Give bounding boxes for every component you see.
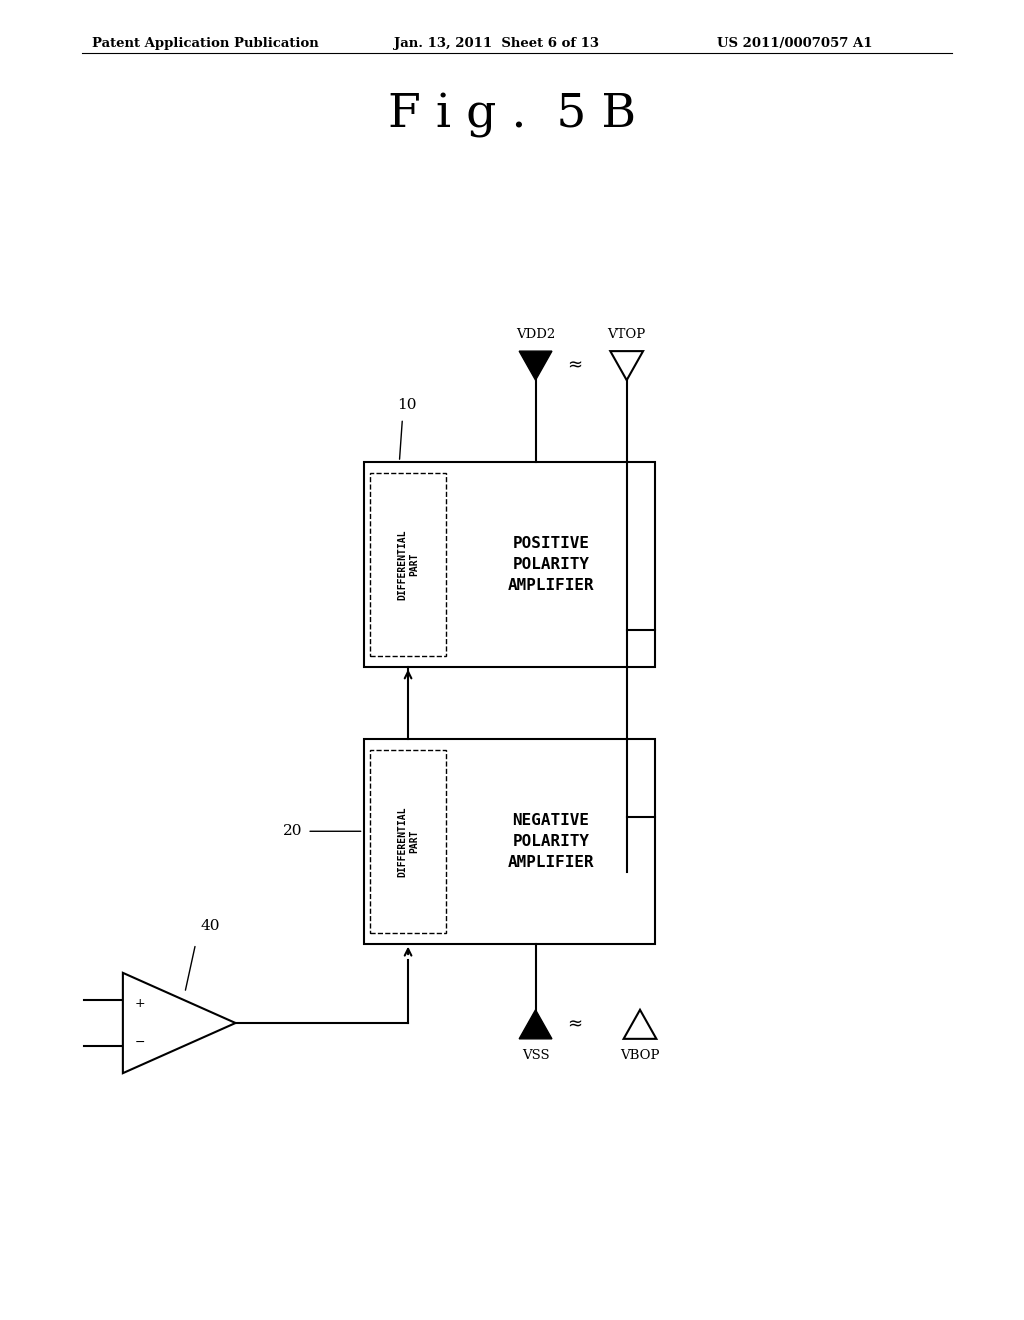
Text: −: − <box>134 1036 145 1048</box>
Text: VSS: VSS <box>522 1049 549 1063</box>
Text: POSITIVE
POLARITY
AMPLIFIER: POSITIVE POLARITY AMPLIFIER <box>508 536 594 593</box>
Text: DIFFERENTIAL
PART: DIFFERENTIAL PART <box>397 807 419 876</box>
Text: 20: 20 <box>283 824 302 838</box>
Text: Jan. 13, 2011  Sheet 6 of 13: Jan. 13, 2011 Sheet 6 of 13 <box>394 37 599 50</box>
Polygon shape <box>519 1010 552 1039</box>
Text: ≈: ≈ <box>567 356 582 375</box>
Text: VBOP: VBOP <box>621 1049 659 1063</box>
Text: F i g .  5 B: F i g . 5 B <box>388 92 636 137</box>
Polygon shape <box>123 973 236 1073</box>
Polygon shape <box>610 351 643 380</box>
Bar <box>364 739 655 944</box>
Text: VDD2: VDD2 <box>516 327 555 341</box>
Text: US 2011/0007057 A1: US 2011/0007057 A1 <box>717 37 872 50</box>
Polygon shape <box>624 1010 656 1039</box>
Text: 10: 10 <box>397 397 417 412</box>
Text: +: + <box>134 998 145 1010</box>
Bar <box>370 473 446 656</box>
Text: NEGATIVE
POLARITY
AMPLIFIER: NEGATIVE POLARITY AMPLIFIER <box>508 813 594 870</box>
Polygon shape <box>519 351 552 380</box>
Text: DIFFERENTIAL
PART: DIFFERENTIAL PART <box>397 529 419 599</box>
Bar <box>364 462 655 667</box>
Text: VTOP: VTOP <box>607 327 646 341</box>
Bar <box>370 750 446 933</box>
Text: 40: 40 <box>201 919 220 933</box>
Text: ≈: ≈ <box>567 1015 582 1034</box>
Text: Patent Application Publication: Patent Application Publication <box>92 37 318 50</box>
